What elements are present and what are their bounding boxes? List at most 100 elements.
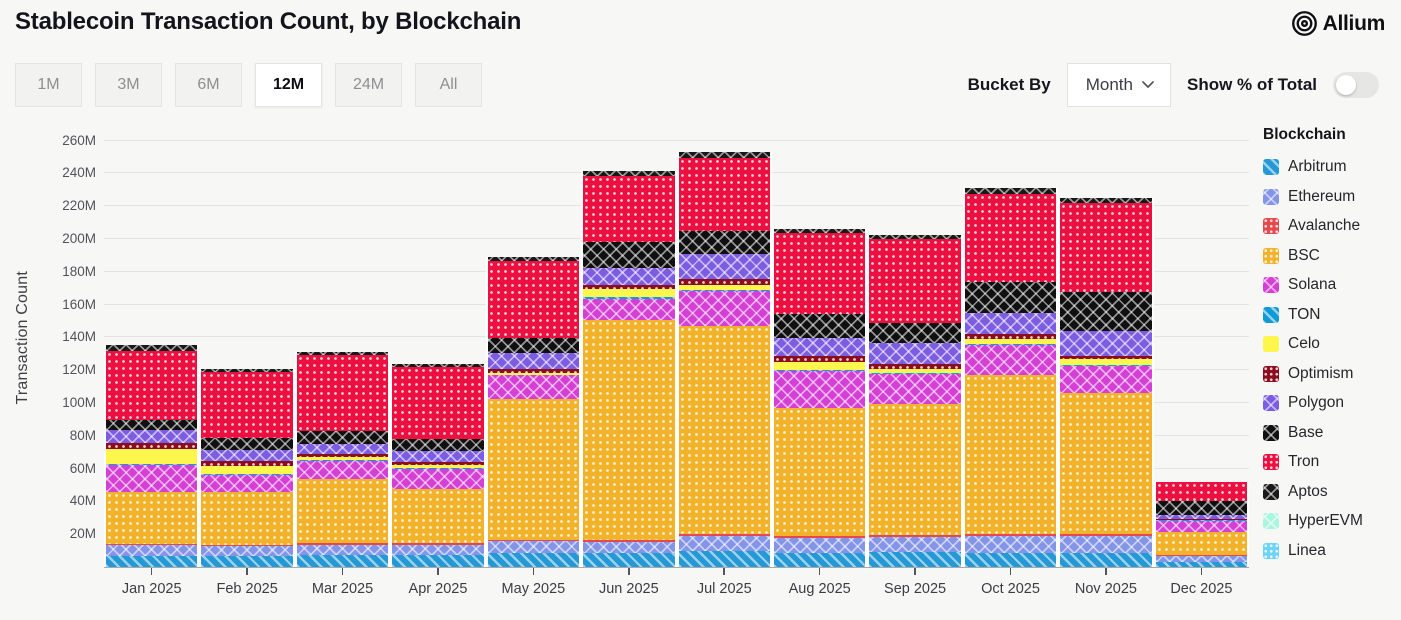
bar-segment-arbitrum[interactable]	[583, 553, 675, 567]
bar-segment-polygon[interactable]	[487, 353, 580, 370]
bar-segment-ethereum[interactable]	[106, 544, 198, 556]
bar-segment-optimism[interactable]	[392, 461, 484, 466]
legend-item-hyperevm[interactable]: HyperEVM	[1263, 512, 1393, 530]
bar-segment-celo[interactable]	[487, 373, 580, 375]
bar-segment-solana[interactable]	[583, 298, 675, 321]
bar-segment-solana[interactable]	[678, 291, 770, 326]
range-button-24m[interactable]: 24M	[335, 63, 402, 107]
bar-segment-celo[interactable]	[773, 361, 866, 371]
bar-segment-ethereum[interactable]	[201, 545, 293, 557]
legend-item-polygon[interactable]: Polygon	[1263, 394, 1393, 412]
bar-segment-base[interactable]	[106, 420, 198, 431]
bar-segment-optimism[interactable]	[964, 333, 1057, 340]
bar-segment-base[interactable]	[1155, 501, 1248, 515]
bar-segment-avalanche[interactable]	[106, 543, 198, 545]
bar-segment-ton[interactable]	[773, 370, 866, 372]
bar-segment-polygon[interactable]	[106, 430, 198, 444]
bar-segment-celo[interactable]	[678, 285, 770, 291]
bar-segment-base[interactable]	[392, 438, 484, 451]
legend-item-linea[interactable]: Linea	[1263, 542, 1393, 560]
bar-segment-polygon[interactable]	[1155, 514, 1248, 519]
bar-segment-tron[interactable]	[1060, 203, 1152, 293]
bar-segment-celo[interactable]	[201, 465, 293, 474]
bar-segment-ton[interactable]	[583, 297, 675, 299]
bar-segment-avalanche[interactable]	[583, 540, 675, 542]
legend-item-ethereum[interactable]: Ethereum	[1263, 188, 1393, 206]
bar-segment-arbitrum[interactable]	[869, 551, 961, 567]
bar-segment-solana[interactable]	[392, 469, 484, 490]
bar-segment-avalanche[interactable]	[201, 544, 293, 546]
range-button-12m[interactable]: 12M	[255, 63, 322, 107]
bar-segment-optimism[interactable]	[201, 460, 293, 466]
bar-segment-aptos[interactable]	[869, 234, 961, 239]
legend-item-arbitrum[interactable]: Arbitrum	[1263, 158, 1393, 176]
bar-segment-ton[interactable]	[487, 374, 580, 376]
bar-segment-arbitrum[interactable]	[487, 552, 580, 567]
bar-segment-optimism[interactable]	[106, 443, 198, 449]
bar-segment-avalanche[interactable]	[296, 543, 389, 545]
legend-item-tron[interactable]: Tron	[1263, 453, 1393, 471]
bar-segment-celo[interactable]	[296, 456, 389, 461]
bar-segment-celo[interactable]	[869, 368, 961, 373]
legend-item-optimism[interactable]: Optimism	[1263, 365, 1393, 383]
bar-segment-avalanche[interactable]	[869, 535, 961, 537]
legend-item-avalanche[interactable]: Avalanche	[1263, 217, 1393, 235]
bar-apr-2025[interactable]	[390, 122, 486, 567]
bar-segment-polygon[interactable]	[583, 268, 675, 286]
bar-segment-tron[interactable]	[201, 372, 293, 438]
bar-segment-ethereum[interactable]	[678, 535, 770, 551]
legend-item-bsc[interactable]: BSC	[1263, 247, 1393, 265]
bar-may-2025[interactable]	[485, 122, 582, 567]
bar-segment-celo[interactable]	[392, 465, 484, 469]
legend-item-aptos[interactable]: Aptos	[1263, 483, 1393, 501]
bar-segment-arbitrum[interactable]	[678, 550, 770, 567]
bar-segment-ethereum[interactable]	[1060, 536, 1152, 553]
range-button-6m[interactable]: 6M	[175, 63, 242, 107]
bar-segment-base[interactable]	[1060, 292, 1152, 331]
bar-segment-solana[interactable]	[487, 375, 580, 399]
bar-segment-avalanche[interactable]	[773, 536, 866, 538]
bar-segment-solana[interactable]	[773, 371, 866, 409]
bar-segment-tron[interactable]	[487, 261, 580, 339]
bar-segment-tron[interactable]	[296, 355, 389, 431]
bar-segment-aptos[interactable]	[392, 364, 484, 368]
legend-item-celo[interactable]: Celo	[1263, 335, 1393, 353]
bar-segment-arbitrum[interactable]	[773, 552, 866, 567]
bar-segment-base[interactable]	[869, 323, 961, 344]
bar-segment-bsc[interactable]	[487, 398, 580, 540]
bar-segment-bsc[interactable]	[773, 408, 866, 537]
legend-item-solana[interactable]: Solana	[1263, 276, 1393, 294]
bar-segment-ton[interactable]	[964, 344, 1057, 346]
bar-segment-aptos[interactable]	[1155, 481, 1248, 483]
bar-segment-optimism[interactable]	[678, 279, 770, 286]
bar-segment-arbitrum[interactable]	[392, 554, 484, 567]
bar-segment-aptos[interactable]	[964, 188, 1057, 195]
bucket-by-dropdown[interactable]: Month	[1066, 63, 1171, 107]
bar-segment-polygon[interactable]	[392, 450, 484, 462]
bar-segment-bsc[interactable]	[392, 489, 484, 544]
bar-segment-aptos[interactable]	[1060, 198, 1152, 204]
bar-segment-base[interactable]	[773, 313, 866, 339]
bar-segment-aptos[interactable]	[487, 256, 580, 262]
bar-segment-polygon[interactable]	[869, 343, 961, 364]
bar-segment-base[interactable]	[678, 230, 770, 255]
bar-segment-base[interactable]	[487, 338, 580, 354]
bar-segment-aptos[interactable]	[296, 351, 389, 356]
bar-segment-polygon[interactable]	[201, 449, 293, 461]
bar-segment-arbitrum[interactable]	[296, 554, 389, 567]
bar-segment-ethereum[interactable]	[487, 541, 580, 553]
bar-oct-2025[interactable]	[962, 122, 1059, 567]
bar-segment-optimism[interactable]	[1060, 355, 1152, 360]
bar-segment-optimism[interactable]	[487, 369, 580, 374]
bar-segment-bsc[interactable]	[296, 479, 389, 544]
bar-segment-bsc[interactable]	[678, 325, 770, 535]
bar-segment-tron[interactable]	[678, 157, 770, 231]
bar-segment-ton[interactable]	[392, 468, 484, 470]
bar-segment-bsc[interactable]	[201, 492, 293, 545]
bar-aug-2025[interactable]	[771, 122, 868, 567]
bar-segment-aptos[interactable]	[773, 228, 866, 233]
bar-segment-tron[interactable]	[869, 238, 961, 324]
bar-segment-arbitrum[interactable]	[106, 555, 198, 567]
bar-segment-bsc[interactable]	[583, 320, 675, 541]
bar-segment-avalanche[interactable]	[678, 534, 770, 536]
